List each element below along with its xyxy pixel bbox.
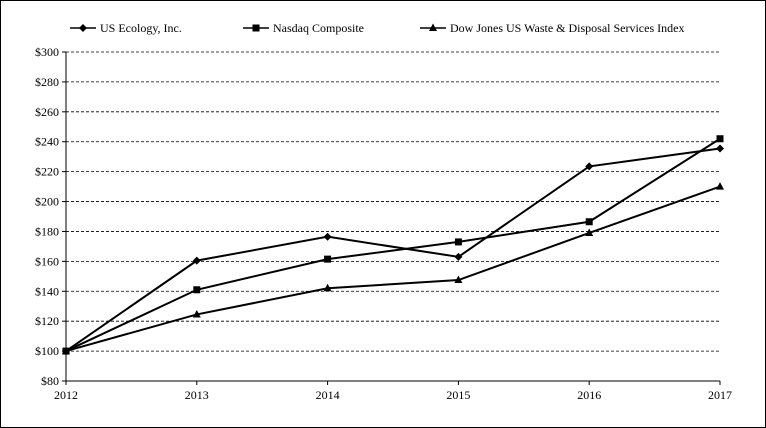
legend-entry: Dow Jones US Waste & Disposal Services I…: [420, 21, 684, 35]
legend-marker: [429, 23, 437, 31]
data-point: [193, 286, 201, 294]
series-square: [62, 135, 724, 355]
data-point: [716, 182, 724, 190]
data-point: [454, 275, 463, 284]
x-tick-label: 2014: [316, 388, 340, 402]
legend: US Ecology, Inc. Nasdaq Composite Dow Jone…: [70, 21, 684, 35]
data-point: [192, 309, 201, 318]
x-tick-label: 2017: [708, 388, 732, 402]
x-tick-label: 2013: [185, 388, 209, 402]
grid-lines: [66, 51, 720, 352]
data-point: [192, 256, 201, 265]
series-line: [65, 147, 721, 352]
series-line: [65, 137, 721, 352]
y-axis-ticks: $80 $100 $120 $140 $160 $180 $200 $220 $240 $260 $…: [35, 45, 66, 388]
y-tick-label: $260: [35, 105, 59, 119]
y-tick-label: $160: [35, 254, 59, 268]
y-tick-label: $200: [35, 195, 59, 209]
data-point: [585, 228, 594, 236]
data-point: [62, 346, 70, 355]
y-tick-label: $140: [35, 284, 59, 298]
y-tick-label: $300: [35, 45, 59, 59]
data-point: [585, 218, 593, 226]
series-layer: [62, 135, 724, 356]
axes: [65, 52, 720, 382]
y-tick-label: $180: [35, 224, 59, 238]
data-point: [454, 238, 462, 246]
data-point: [716, 135, 724, 143]
x-tick-label: 2015: [446, 388, 470, 402]
y-tick-label: $240: [35, 135, 59, 149]
data-point: [585, 162, 594, 171]
data-point: [323, 232, 332, 241]
y-tick-label: $220: [35, 165, 59, 179]
legend-entry: US Ecology, Inc.: [70, 21, 182, 35]
legend-label: Nasdaq Composite: [273, 21, 364, 35]
y-tick-label: $280: [35, 75, 59, 89]
x-tick-label: 2012: [54, 388, 78, 402]
x-axis-ticks: 2012 2013 2014 2015 2016 2017: [54, 381, 732, 402]
legend-entry: Nasdaq Composite: [243, 21, 364, 35]
data-point: [323, 283, 332, 292]
y-tick-label: $100: [35, 344, 59, 358]
legend-label: US Ecology, Inc.: [100, 21, 182, 35]
data-point: [454, 252, 463, 261]
x-tick-label: 2016: [577, 388, 601, 402]
y-tick-label: $80: [41, 374, 59, 388]
series-triangle: [62, 182, 724, 355]
data-point: [324, 255, 332, 263]
legend-marker: [252, 24, 260, 32]
y-tick-label: $120: [35, 314, 59, 328]
legend-label: Dow Jones US Waste & Disposal Services I…: [450, 21, 684, 35]
data-point: [716, 144, 724, 153]
series-line: [65, 185, 721, 353]
legend-marker: [79, 24, 87, 32]
